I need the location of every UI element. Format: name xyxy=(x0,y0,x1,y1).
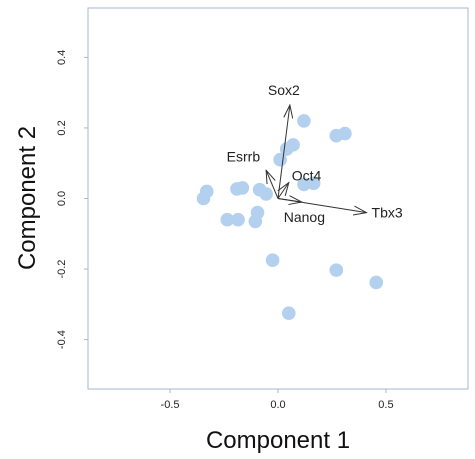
loading-label-sox2: Sox2 xyxy=(268,82,300,98)
loading-label-oct4: Oct4 xyxy=(292,168,322,184)
data-point xyxy=(248,214,263,229)
loading-label-esrrb: Esrrb xyxy=(227,148,261,164)
loading-label-tbx3: Tbx3 xyxy=(372,205,403,221)
y-tick-label: 0.2 xyxy=(56,120,68,135)
x-axis-ticks: -0.5 0.0 0.5 xyxy=(161,389,394,411)
y-tick-label: 0.4 xyxy=(56,50,68,65)
x-tick-label: 0.5 xyxy=(378,399,393,411)
loading-label-nanog: Nanog xyxy=(284,209,325,225)
x-tick-label: -0.5 xyxy=(161,399,180,411)
loading-arrow-tbx3 xyxy=(277,198,367,213)
data-point xyxy=(306,176,321,191)
loading-arrows: Sox2 Esrrb Oct4 Nanog Tbx3 xyxy=(227,82,403,225)
data-point xyxy=(329,263,344,277)
data-point xyxy=(338,126,352,141)
y-tick-label: -0.4 xyxy=(56,330,68,349)
data-point xyxy=(279,142,294,156)
data-point xyxy=(196,191,211,206)
y-tick-label: 0.0 xyxy=(56,191,68,206)
data-point xyxy=(273,152,287,167)
loading-arrow-esrrb xyxy=(266,170,279,199)
data-point xyxy=(369,275,384,290)
y-tick-label: -0.2 xyxy=(56,260,68,279)
y-axis-ticks: -0.4 -0.2 0.0 0.2 0.4 xyxy=(56,50,88,349)
data-point xyxy=(265,253,280,268)
loading-arrow-oct4 xyxy=(278,183,289,199)
data-point xyxy=(220,212,235,227)
data-point xyxy=(259,187,273,201)
x-tick-label: 0.0 xyxy=(270,399,285,411)
data-point xyxy=(297,114,311,128)
data-point xyxy=(231,212,245,227)
data-point xyxy=(281,306,296,320)
x-axis-title: Component 1 xyxy=(206,427,350,454)
y-axis-title: Component 2 xyxy=(14,126,41,270)
data-point xyxy=(235,181,250,195)
scatter-points xyxy=(196,114,384,320)
